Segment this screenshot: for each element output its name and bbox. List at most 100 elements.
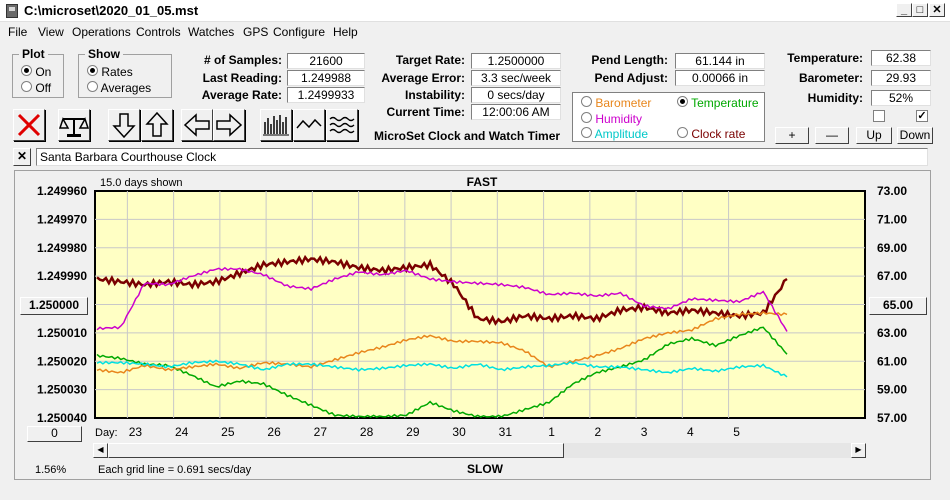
series-barometer-radio[interactable]: Barometer: [581, 96, 651, 110]
close-button[interactable]: ✕: [929, 3, 945, 17]
clear-button[interactable]: [13, 109, 45, 141]
menu-operations[interactable]: Operations: [72, 25, 131, 39]
samples-label: # of Samples:: [203, 53, 282, 67]
right-tick-label: 73.00: [877, 184, 907, 198]
scroll-right-arrow[interactable]: ▶: [851, 443, 866, 458]
right-tick-label: 59.00: [877, 383, 907, 397]
app-icon: [6, 4, 18, 18]
scroll-left-button[interactable]: [181, 109, 213, 141]
samples-value: 21600: [287, 53, 365, 69]
bars-view-button[interactable]: [260, 109, 292, 141]
left-tick-label: 1.249970: [37, 212, 87, 226]
humidity-value: 52%: [871, 90, 931, 106]
right-tick-label: 69.00: [877, 241, 907, 255]
radio-icon: [87, 81, 98, 92]
plot-group: Plot On Off: [12, 47, 64, 98]
series-humidity-radio[interactable]: Humidity: [581, 112, 642, 126]
average-rate-label: Average Rate:: [201, 88, 282, 102]
left-tick-label: 1.249960: [37, 184, 87, 198]
last-reading-label: Last Reading:: [202, 71, 282, 85]
rate-down-button[interactable]: [108, 109, 140, 141]
day-tick-label: 28: [360, 425, 374, 439]
plot-on-radio[interactable]: On: [21, 65, 51, 79]
right-center-button[interactable]: 65.00: [869, 297, 927, 315]
target-rate-label: Target Rate:: [395, 53, 465, 67]
series-temperature-radio[interactable]: Temperature: [677, 96, 759, 110]
series-clockrate-radio[interactable]: Clock rate: [677, 127, 745, 141]
plus-button[interactable]: +: [775, 127, 809, 144]
rate-up-button[interactable]: [141, 109, 173, 141]
menu-gps[interactable]: GPS: [243, 25, 269, 39]
average-rate-value: 1.2499933: [287, 87, 365, 103]
day-tick-label: 2: [594, 425, 601, 439]
scrollbar-thumb[interactable]: [108, 443, 564, 458]
pend-adjust-value[interactable]: 0.00066 in: [675, 70, 765, 86]
radio-icon: [87, 65, 98, 76]
show-group: Show Rates Averages: [78, 47, 172, 98]
show-rates-radio[interactable]: Rates: [87, 65, 133, 79]
minus-button[interactable]: —: [815, 127, 849, 144]
left-tick-label: 1.250040: [37, 411, 87, 425]
menu-file[interactable]: File: [8, 25, 28, 39]
right-tick-label: 71.00: [877, 212, 907, 226]
show-averages-radio[interactable]: Averages: [87, 81, 151, 95]
day-tick-label: 23: [129, 425, 143, 439]
right-tick-label: 57.00: [877, 411, 907, 425]
waves-icon: [329, 116, 355, 134]
menu-controls[interactable]: Controls: [136, 25, 181, 39]
temperature-label: Temperature:: [787, 51, 863, 65]
up-button[interactable]: Up: [856, 127, 892, 144]
pend-length-label: Pend Length:: [591, 53, 668, 67]
left-tick-label: 1.249990: [37, 269, 87, 283]
menu-watches[interactable]: Watches: [188, 25, 235, 39]
menu-help[interactable]: Help: [333, 25, 358, 39]
bars-icon: [263, 115, 289, 136]
triangle-right-icon: ▶: [855, 445, 862, 454]
radio-icon: [581, 127, 592, 138]
series-line-humidity: [96, 266, 788, 332]
radio-icon: [677, 127, 688, 138]
clock-name-field[interactable]: Santa Barbara Courthouse Clock: [36, 148, 928, 166]
arrow-right-icon: [216, 113, 243, 137]
plot-off-radio[interactable]: Off: [21, 81, 51, 95]
radio-icon: [581, 96, 592, 107]
left-center-button[interactable]: 1.250000: [20, 297, 88, 315]
barometer-label: Barometer:: [798, 71, 863, 85]
zero-button[interactable]: 0: [27, 426, 82, 442]
menu-view[interactable]: View: [38, 25, 64, 39]
series-line-clock_rate: [96, 254, 788, 326]
horizontal-scrollbar[interactable]: ◀ ▶: [93, 443, 866, 458]
target-rate-value[interactable]: 1.2500000: [471, 53, 561, 69]
arrow-left-icon: [183, 113, 210, 137]
pend-length-value[interactable]: 61.144 in: [675, 53, 765, 69]
minimize-button[interactable]: _: [896, 3, 912, 17]
plot-off-label: Off: [35, 81, 52, 95]
instability-value: 0 secs/day: [471, 87, 561, 103]
series-line-temperature: [96, 326, 788, 418]
checkbox-2[interactable]: ✓: [916, 110, 928, 122]
day-tick-label: 29: [406, 425, 420, 439]
scroll-left-arrow[interactable]: ◀: [93, 443, 108, 458]
day-tick-label: 30: [452, 425, 466, 439]
left-tick-label: 1.250030: [37, 383, 87, 397]
plot-group-title: Plot: [19, 47, 48, 61]
arrow-up-icon: [145, 111, 169, 137]
radio-icon: [21, 81, 32, 92]
waves-view-button[interactable]: [326, 109, 358, 141]
day-tick-label: 4: [687, 425, 694, 439]
arrow-down-icon: [112, 113, 136, 139]
barometer-value: 29.93: [871, 70, 931, 86]
day-tick-label: 25: [221, 425, 235, 439]
chart-series: [96, 254, 788, 418]
maximize-button[interactable]: □: [912, 3, 928, 17]
checkbox-1[interactable]: [873, 110, 885, 122]
close-clock-button[interactable]: ✕: [13, 148, 31, 166]
series-line-amplitude: [96, 359, 788, 378]
balance-button[interactable]: [58, 109, 90, 141]
pend-adjust-label: Pend Adjust:: [594, 71, 668, 85]
scroll-right-button[interactable]: [213, 109, 245, 141]
series-amplitude-radio[interactable]: Amplitude: [581, 127, 648, 141]
down-button[interactable]: Down: [897, 127, 933, 144]
wave-view-button[interactable]: [293, 109, 325, 141]
menu-configure[interactable]: Configure: [273, 25, 326, 39]
